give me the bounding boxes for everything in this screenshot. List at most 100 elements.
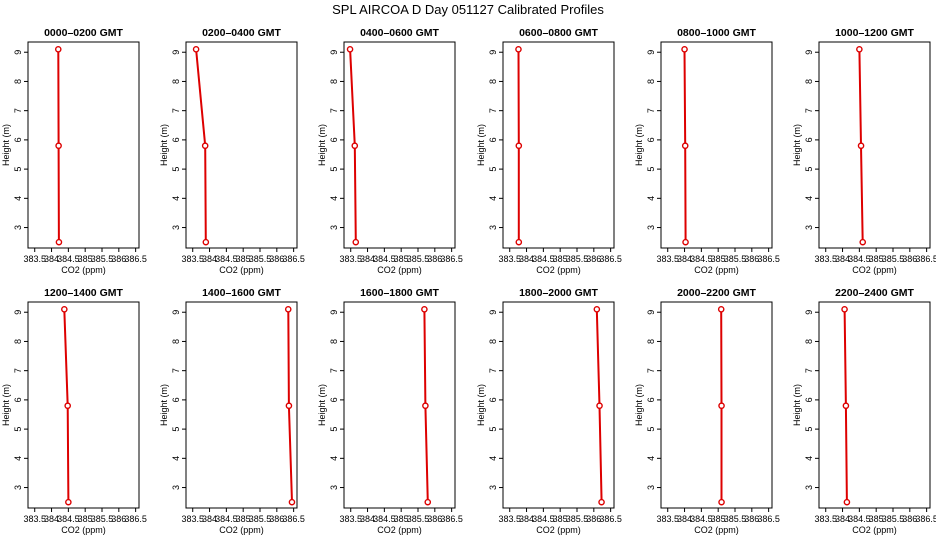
y-tick-label: 9 [13, 310, 23, 315]
x-tick-label: 384.5 [215, 514, 238, 524]
y-tick-label: 7 [646, 108, 656, 113]
x-tick-label-minor: 386 [269, 254, 284, 264]
y-tick-label: 8 [13, 79, 23, 84]
x-tick-label-minor: 384 [202, 514, 217, 524]
plot-frame [818, 41, 931, 249]
x-tick-label: 386.5 [440, 254, 463, 264]
x-tick-label: 384.5 [532, 254, 555, 264]
data-point [859, 238, 867, 246]
x-axis-label: CO2 (ppm) [219, 265, 264, 275]
y-tick-label: 7 [171, 108, 181, 113]
panel-title: 1400–1600 GMT [202, 287, 281, 299]
x-tick-label: 385.5 [724, 514, 747, 524]
x-tick-label-minor: 385 [78, 514, 93, 524]
y-tick-label: 4 [488, 456, 498, 461]
y-tick-label: 8 [171, 79, 181, 84]
y-tick-label: 3 [329, 485, 339, 490]
x-tick-label: 386.5 [282, 514, 305, 524]
plot-frame [660, 41, 773, 249]
panel-title: 0200–0400 GMT [202, 27, 281, 39]
x-tick-label-minor: 385 [236, 514, 251, 524]
y-tick-label: 6 [171, 397, 181, 402]
x-tick-label: 386.5 [915, 254, 936, 264]
x-tick-label: 385.5 [882, 254, 905, 264]
y-tick-label: 6 [329, 397, 339, 402]
data-point [288, 498, 296, 506]
y-tick-label: 4 [171, 196, 181, 201]
y-tick-label: 4 [329, 196, 339, 201]
y-tick-label: 5 [329, 427, 339, 432]
y-tick-label: 6 [804, 137, 814, 142]
data-point [515, 46, 522, 53]
y-tick-label: 8 [804, 339, 814, 344]
x-tick-label: 386.5 [599, 514, 622, 524]
y-tick-label: 5 [804, 167, 814, 172]
panel-title: 0400–0600 GMT [360, 27, 439, 39]
y-tick-label: 5 [329, 167, 339, 172]
plot-frame [27, 41, 140, 249]
x-tick-label: 384.5 [373, 514, 396, 524]
x-axis-label: CO2 (ppm) [694, 265, 739, 275]
x-axis-label: CO2 (ppm) [694, 525, 739, 535]
data-point [352, 238, 360, 246]
x-tick-label: 383.5 [498, 254, 521, 264]
panel-title: 2200–2400 GMT [835, 287, 914, 299]
data-point [54, 46, 62, 53]
y-axis-label: Height (m) [792, 384, 802, 426]
x-tick-label-minor: 386 [427, 254, 442, 264]
y-axis-label: Height (m) [1, 384, 11, 426]
x-axis-label: CO2 (ppm) [219, 525, 264, 535]
x-tick-label: 384.5 [373, 254, 396, 264]
data-point [842, 402, 850, 410]
y-tick-label: 7 [488, 108, 498, 113]
y-tick-label: 4 [804, 196, 814, 201]
data-point [515, 238, 523, 246]
data-point [285, 402, 293, 410]
data-point [717, 306, 725, 313]
y-tick-label: 7 [329, 108, 339, 113]
x-tick-label: 383.5 [814, 254, 837, 264]
y-tick-label: 4 [646, 456, 656, 461]
x-tick-label: 384.5 [848, 514, 871, 524]
y-tick-label: 7 [13, 368, 23, 373]
x-axis-label: CO2 (ppm) [852, 525, 897, 535]
data-point [284, 306, 292, 313]
y-tick-label: 3 [13, 485, 23, 490]
y-tick-label: 6 [488, 137, 498, 142]
data-point [856, 46, 863, 53]
x-axis-label: CO2 (ppm) [61, 265, 106, 275]
y-tick-label: 9 [329, 310, 339, 315]
x-tick-label: 386.5 [599, 254, 622, 264]
y-tick-label: 7 [646, 368, 656, 373]
y-axis-label: Height (m) [476, 124, 486, 166]
x-tick-label-minor: 385 [236, 254, 251, 264]
x-tick-label: 383.5 [656, 254, 679, 264]
y-tick-label: 4 [646, 196, 656, 201]
x-tick-label: 384.5 [215, 254, 238, 264]
x-tick-label: 385.5 [407, 254, 430, 264]
y-tick-label: 3 [171, 225, 181, 230]
x-tick-label-minor: 384 [677, 514, 692, 524]
y-tick-label: 7 [804, 108, 814, 113]
x-tick-label: 383.5 [339, 254, 362, 264]
y-tick-label: 7 [329, 368, 339, 373]
y-tick-label: 5 [646, 167, 656, 172]
x-tick-label-minor: 385 [394, 254, 409, 264]
y-tick-label: 6 [646, 397, 656, 402]
data-point [421, 306, 428, 313]
x-tick-label: 386.5 [124, 514, 147, 524]
y-axis-label: Height (m) [317, 384, 327, 426]
data-point [346, 46, 354, 53]
x-tick-label-minor: 384 [360, 254, 375, 264]
data-point [681, 142, 689, 150]
plot-frame [818, 301, 931, 509]
y-tick-label: 8 [488, 339, 498, 344]
x-tick-label: 383.5 [23, 254, 46, 264]
data-point [718, 402, 725, 410]
y-tick-label: 6 [488, 397, 498, 402]
panel-title: 0600–0800 GMT [519, 27, 598, 39]
y-tick-label: 9 [13, 50, 23, 55]
